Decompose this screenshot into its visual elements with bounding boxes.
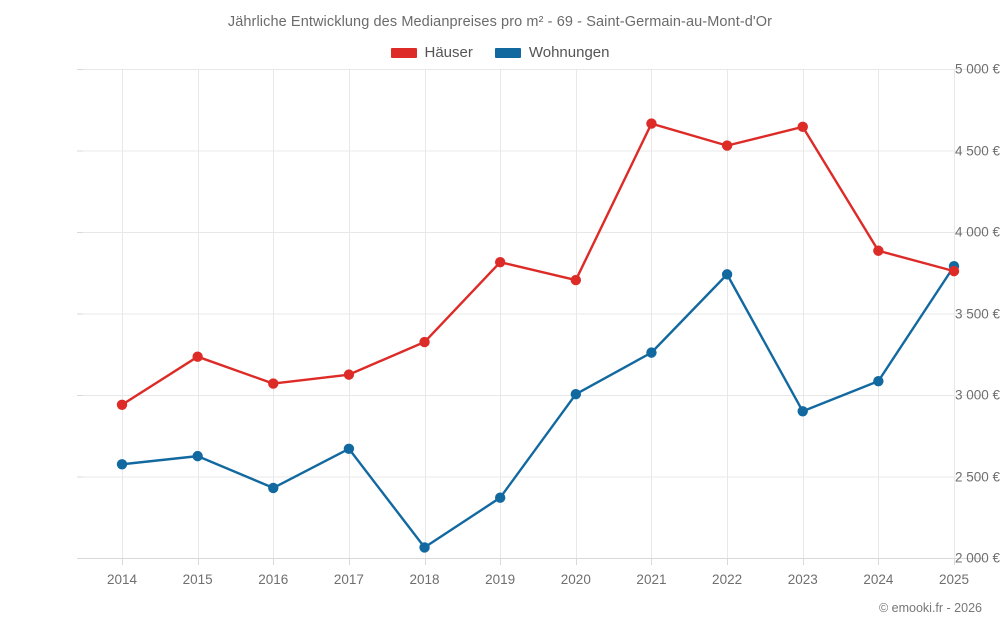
legend-swatch-icon bbox=[494, 47, 521, 58]
x-axis-tick-label: 2018 bbox=[409, 572, 440, 587]
x-axis-tick-label: 2015 bbox=[182, 572, 213, 587]
y-axis-tick-label: 3 000 € bbox=[954, 387, 1000, 403]
data-point[interactable] bbox=[873, 245, 884, 256]
legend-item-wohnungen[interactable]: Wohnungen bbox=[494, 44, 610, 61]
data-point[interactable] bbox=[797, 121, 808, 133]
legend-item-label: Wohnungen bbox=[528, 44, 610, 61]
y-axis-tick-label: 2 000 € bbox=[954, 550, 1000, 566]
data-point[interactable] bbox=[646, 118, 657, 129]
y-axis-tick-label: 2 500 € bbox=[954, 469, 1000, 484]
footer-credit: © emooki.fr - 2026 bbox=[878, 601, 982, 615]
data-point[interactable] bbox=[192, 351, 203, 362]
data-point[interactable] bbox=[494, 492, 506, 503]
x-axis-tick-label: 2017 bbox=[333, 572, 364, 587]
data-point[interactable] bbox=[948, 265, 960, 277]
data-point[interactable] bbox=[646, 347, 657, 358]
x-axis-tick-label: 2020 bbox=[560, 572, 591, 587]
chart-legend: Häuser Wohnungen bbox=[0, 44, 1000, 61]
x-axis-tick-label: 2014 bbox=[106, 572, 138, 587]
data-point[interactable] bbox=[570, 388, 582, 400]
series-line-wohnungen bbox=[120, 265, 956, 549]
data-point[interactable] bbox=[343, 443, 355, 454]
data-point[interactable] bbox=[192, 450, 203, 462]
y-axis-tick-label: 4 000 € bbox=[954, 224, 1000, 240]
legend-item-hauser[interactable]: Häuser bbox=[390, 44, 473, 61]
page-title: Jährliche Entwicklung des Medianpreises … bbox=[227, 14, 773, 30]
legend-swatch-icon bbox=[390, 47, 417, 58]
y-axis-tick-label: 4 500 € bbox=[954, 143, 1000, 158]
data-point[interactable] bbox=[721, 269, 733, 280]
series-line-häuser bbox=[120, 122, 956, 406]
x-axis-tick-label: 2023 bbox=[787, 572, 818, 587]
data-point[interactable] bbox=[797, 406, 808, 417]
data-point[interactable] bbox=[419, 542, 430, 553]
data-point[interactable] bbox=[116, 399, 128, 410]
x-axis-tick-label: 2025 bbox=[938, 572, 970, 587]
data-point[interactable] bbox=[570, 274, 582, 286]
data-point[interactable] bbox=[873, 375, 884, 387]
data-point[interactable] bbox=[494, 256, 506, 268]
data-point[interactable] bbox=[268, 378, 279, 389]
x-axis-tick-label: 2019 bbox=[485, 572, 516, 587]
x-axis-tick-label: 2022 bbox=[712, 572, 743, 587]
data-point[interactable] bbox=[419, 336, 430, 348]
legend-item-label: Häuser bbox=[424, 44, 473, 61]
data-point[interactable] bbox=[268, 482, 279, 494]
y-axis-tick-label: 5 000 € bbox=[954, 61, 1000, 77]
data-point[interactable] bbox=[721, 140, 733, 151]
x-axis-tick-label: 2024 bbox=[863, 572, 894, 587]
x-axis-tick-label: 2016 bbox=[258, 572, 289, 587]
data-point[interactable] bbox=[343, 369, 355, 380]
y-axis-tick-label: 3 500 € bbox=[954, 306, 1000, 321]
x-axis-tick-label: 2021 bbox=[636, 572, 667, 587]
data-point[interactable] bbox=[116, 459, 128, 470]
